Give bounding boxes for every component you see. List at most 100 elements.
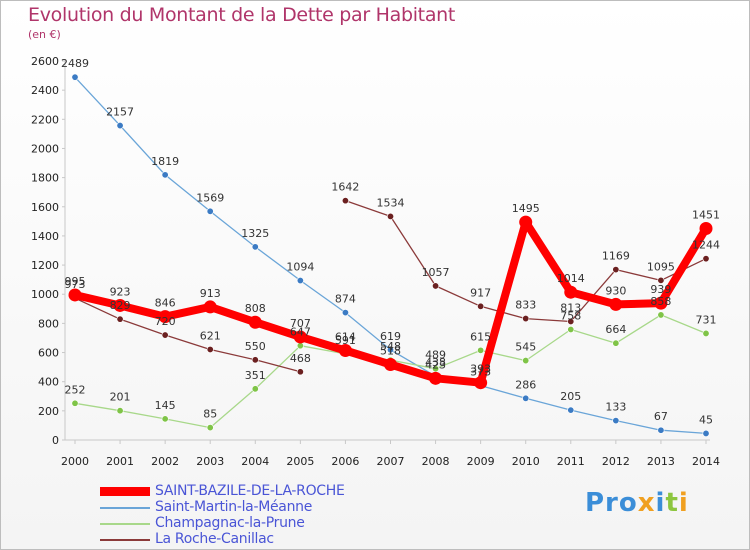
- legend-label: SAINT-BAZILE-DE-LA-ROCHE: [155, 483, 345, 499]
- data-label: 201: [110, 391, 131, 404]
- data-label: 621: [200, 329, 221, 342]
- x-tick-label: 2012: [602, 455, 630, 468]
- y-tick-label: 800: [38, 317, 59, 330]
- data-label: 913: [200, 287, 221, 300]
- x-tick-label: 2010: [512, 455, 540, 468]
- data-label: 995: [65, 275, 86, 288]
- y-tick-label: 600: [38, 347, 59, 360]
- data-point: [429, 371, 443, 385]
- data-point: [609, 297, 623, 311]
- data-label: 647: [290, 326, 311, 339]
- data-label: 917: [470, 286, 491, 299]
- data-label: 85: [203, 408, 217, 421]
- data-point: [657, 276, 665, 284]
- x-tick-label: 2003: [196, 455, 224, 468]
- y-tick-label: 2600: [31, 55, 59, 68]
- data-point: [293, 330, 307, 344]
- data-label: 550: [245, 340, 266, 353]
- data-point: [248, 315, 262, 329]
- data-point: [702, 429, 710, 437]
- data-label: 2157: [106, 106, 134, 119]
- legend-label: Champagnac-la-Prune: [155, 515, 305, 531]
- data-label: 67: [654, 410, 668, 423]
- data-point: [296, 277, 304, 285]
- data-label: 813: [560, 301, 581, 314]
- data-label: 808: [245, 302, 266, 315]
- data-point: [158, 310, 172, 324]
- data-point: [519, 215, 533, 229]
- x-tick-label: 2005: [286, 455, 314, 468]
- y-tick-label: 1200: [31, 259, 59, 272]
- data-point: [206, 345, 214, 353]
- data-label: 1534: [377, 196, 405, 209]
- data-label: 731: [696, 313, 717, 326]
- data-label: 615: [470, 330, 491, 343]
- data-point: [116, 315, 124, 323]
- legend-swatch: [100, 523, 150, 525]
- y-tick-label: 2400: [31, 84, 59, 97]
- x-tick-label: 2008: [422, 455, 450, 468]
- data-label: 145: [155, 399, 176, 412]
- data-point: [477, 302, 485, 310]
- data-point: [71, 73, 79, 81]
- data-label: 833: [515, 299, 536, 312]
- data-point: [251, 385, 259, 393]
- data-point: [702, 329, 710, 337]
- y-tick-label: 2000: [31, 142, 59, 155]
- x-tick-label: 2011: [557, 455, 585, 468]
- data-label: 393: [470, 363, 491, 376]
- data-point: [206, 424, 214, 432]
- y-tick-label: 400: [38, 376, 59, 389]
- data-point: [657, 311, 665, 319]
- data-point: [702, 255, 710, 263]
- data-label: 973: [65, 278, 86, 291]
- data-label: 846: [155, 297, 176, 310]
- data-label: 205: [560, 390, 581, 403]
- data-point: [251, 356, 259, 364]
- x-tick-label: 2004: [241, 455, 269, 468]
- data-point: [386, 212, 394, 220]
- data-point: [341, 309, 349, 317]
- x-tick-label: 2001: [106, 455, 134, 468]
- x-tick-label: 2006: [331, 455, 359, 468]
- data-label: 1014: [557, 272, 585, 285]
- data-label: 286: [515, 378, 536, 391]
- data-point: [612, 266, 620, 274]
- data-label: 489: [425, 349, 446, 362]
- x-tick-label: 2009: [467, 455, 495, 468]
- legend-swatch: [100, 507, 150, 509]
- data-label: 1642: [331, 181, 359, 194]
- data-point: [68, 288, 82, 302]
- data-label: 1057: [422, 266, 450, 279]
- y-tick-label: 200: [38, 405, 59, 418]
- proxiti-logo: Proxiti: [585, 488, 689, 518]
- data-point: [522, 357, 530, 365]
- x-tick-label: 2013: [647, 455, 675, 468]
- legend-swatch: [100, 487, 150, 496]
- data-point: [522, 315, 530, 323]
- data-point: [477, 346, 485, 354]
- y-tick-label: 1000: [31, 288, 59, 301]
- data-point: [386, 346, 394, 354]
- data-label: 45: [699, 413, 713, 426]
- data-point: [341, 197, 349, 205]
- data-label: 664: [605, 323, 626, 336]
- data-label: 720: [155, 315, 176, 328]
- data-label: 548: [380, 340, 401, 353]
- data-point: [161, 415, 169, 423]
- data-label: 373: [470, 366, 491, 379]
- data-label: 930: [605, 284, 626, 297]
- y-tick-label: 1400: [31, 230, 59, 243]
- data-point: [116, 122, 124, 130]
- data-point: [699, 221, 713, 235]
- data-label: 758: [560, 310, 581, 323]
- data-point: [612, 417, 620, 425]
- x-tick-label: 2000: [61, 455, 89, 468]
- x-tick-label: 2014: [692, 455, 720, 468]
- y-tick-label: 1600: [31, 201, 59, 214]
- data-point: [251, 243, 259, 251]
- data-point: [206, 207, 214, 215]
- data-label: 619: [380, 330, 401, 343]
- x-tick-label: 2002: [151, 455, 179, 468]
- data-point: [203, 300, 217, 314]
